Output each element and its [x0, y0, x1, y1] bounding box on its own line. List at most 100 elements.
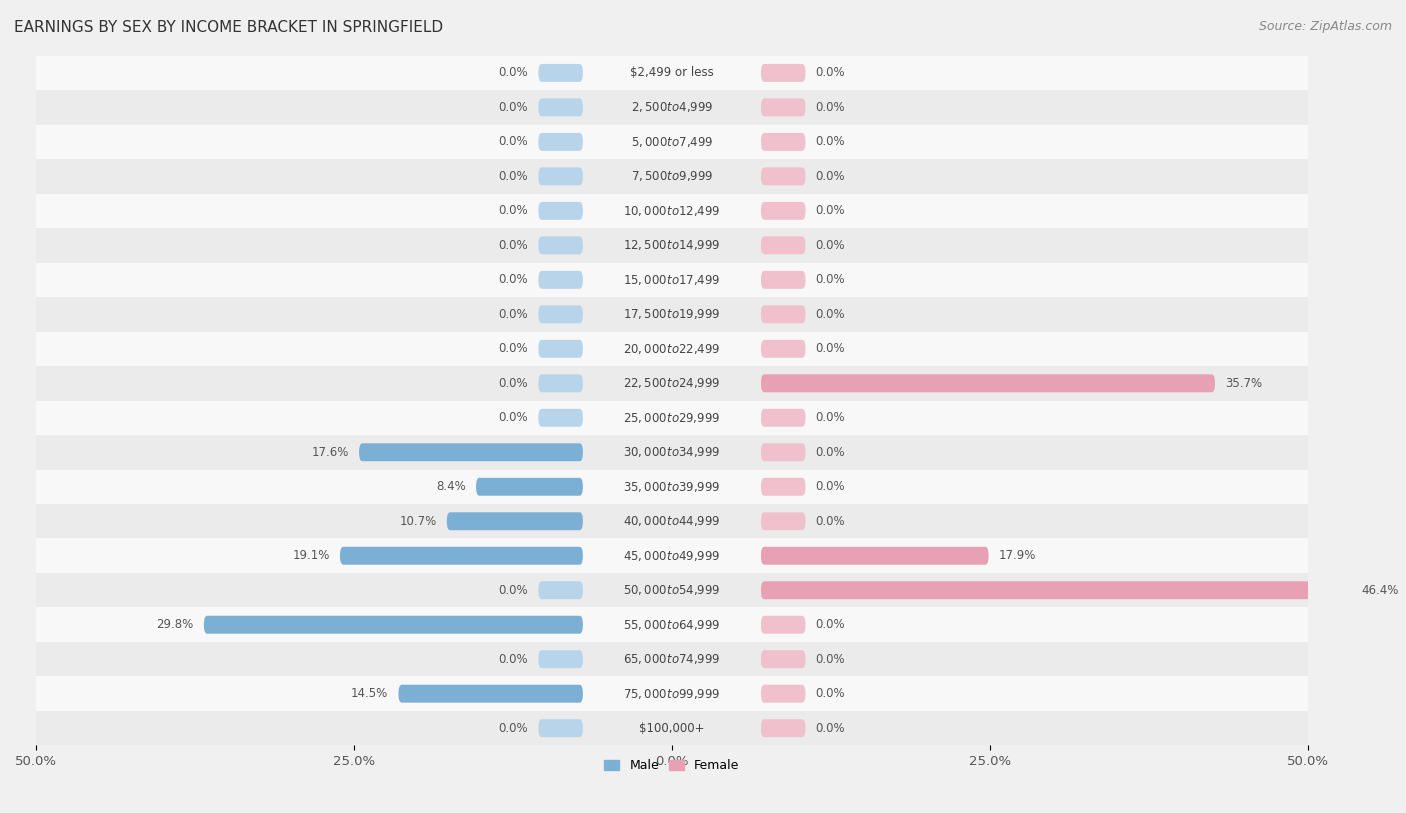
- Text: 0.0%: 0.0%: [815, 653, 845, 666]
- Bar: [37, 607, 1308, 642]
- FancyBboxPatch shape: [538, 98, 583, 116]
- Text: 0.0%: 0.0%: [815, 411, 845, 424]
- Bar: [37, 90, 1308, 124]
- FancyBboxPatch shape: [761, 650, 806, 668]
- Text: 0.0%: 0.0%: [499, 170, 529, 183]
- Text: 0.0%: 0.0%: [499, 136, 529, 148]
- Text: 0.0%: 0.0%: [815, 308, 845, 321]
- Text: $10,000 to $12,499: $10,000 to $12,499: [623, 204, 721, 218]
- FancyBboxPatch shape: [761, 98, 806, 116]
- Bar: [37, 332, 1308, 366]
- FancyBboxPatch shape: [538, 167, 583, 185]
- FancyBboxPatch shape: [761, 615, 806, 633]
- Text: 0.0%: 0.0%: [815, 67, 845, 80]
- Text: $65,000 to $74,999: $65,000 to $74,999: [623, 652, 721, 666]
- Bar: [37, 124, 1308, 159]
- Text: $45,000 to $49,999: $45,000 to $49,999: [623, 549, 721, 563]
- Bar: [37, 297, 1308, 332]
- Text: 0.0%: 0.0%: [499, 342, 529, 355]
- FancyBboxPatch shape: [538, 202, 583, 220]
- Bar: [37, 193, 1308, 228]
- FancyBboxPatch shape: [761, 306, 806, 324]
- Text: $55,000 to $64,999: $55,000 to $64,999: [623, 618, 721, 632]
- Text: 0.0%: 0.0%: [815, 239, 845, 252]
- FancyBboxPatch shape: [538, 306, 583, 324]
- Text: 17.6%: 17.6%: [312, 446, 349, 459]
- Text: 0.0%: 0.0%: [815, 342, 845, 355]
- Text: $35,000 to $39,999: $35,000 to $39,999: [623, 480, 721, 493]
- Text: 0.0%: 0.0%: [499, 308, 529, 321]
- Bar: [37, 159, 1308, 193]
- Text: 0.0%: 0.0%: [815, 101, 845, 114]
- Text: 0.0%: 0.0%: [499, 101, 529, 114]
- Text: 0.0%: 0.0%: [499, 411, 529, 424]
- FancyBboxPatch shape: [447, 512, 583, 530]
- FancyBboxPatch shape: [538, 340, 583, 358]
- Text: 0.0%: 0.0%: [815, 204, 845, 217]
- Bar: [37, 676, 1308, 711]
- FancyBboxPatch shape: [477, 478, 583, 496]
- Text: 0.0%: 0.0%: [499, 584, 529, 597]
- Text: 19.1%: 19.1%: [292, 550, 330, 563]
- Bar: [37, 711, 1308, 746]
- FancyBboxPatch shape: [761, 64, 806, 82]
- Text: $40,000 to $44,999: $40,000 to $44,999: [623, 515, 721, 528]
- FancyBboxPatch shape: [538, 374, 583, 392]
- Text: $22,500 to $24,999: $22,500 to $24,999: [623, 376, 721, 390]
- FancyBboxPatch shape: [761, 374, 1215, 392]
- FancyBboxPatch shape: [761, 202, 806, 220]
- Bar: [37, 263, 1308, 297]
- Text: $2,500 to $4,999: $2,500 to $4,999: [631, 100, 713, 115]
- Text: 0.0%: 0.0%: [499, 376, 529, 389]
- Bar: [37, 228, 1308, 263]
- Text: $7,500 to $9,999: $7,500 to $9,999: [631, 169, 713, 184]
- Text: $15,000 to $17,499: $15,000 to $17,499: [623, 273, 721, 287]
- Text: 35.7%: 35.7%: [1225, 376, 1263, 389]
- FancyBboxPatch shape: [538, 133, 583, 151]
- Text: 0.0%: 0.0%: [815, 170, 845, 183]
- FancyBboxPatch shape: [761, 720, 806, 737]
- FancyBboxPatch shape: [538, 650, 583, 668]
- FancyBboxPatch shape: [398, 685, 583, 702]
- Text: 0.0%: 0.0%: [815, 480, 845, 493]
- Text: 0.0%: 0.0%: [499, 239, 529, 252]
- Text: 0.0%: 0.0%: [499, 653, 529, 666]
- Text: 0.0%: 0.0%: [499, 204, 529, 217]
- Text: $5,000 to $7,499: $5,000 to $7,499: [631, 135, 713, 149]
- Bar: [37, 642, 1308, 676]
- FancyBboxPatch shape: [761, 271, 806, 289]
- Text: 46.4%: 46.4%: [1361, 584, 1399, 597]
- FancyBboxPatch shape: [359, 443, 583, 461]
- Text: $25,000 to $29,999: $25,000 to $29,999: [623, 411, 720, 424]
- FancyBboxPatch shape: [761, 478, 806, 496]
- Text: $17,500 to $19,999: $17,500 to $19,999: [623, 307, 721, 321]
- Text: 29.8%: 29.8%: [156, 618, 194, 631]
- Text: $30,000 to $34,999: $30,000 to $34,999: [623, 446, 721, 459]
- Text: 0.0%: 0.0%: [815, 618, 845, 631]
- Text: 0.0%: 0.0%: [815, 687, 845, 700]
- Text: 0.0%: 0.0%: [815, 273, 845, 286]
- Bar: [37, 504, 1308, 538]
- Text: $100,000+: $100,000+: [640, 722, 704, 735]
- FancyBboxPatch shape: [761, 512, 806, 530]
- FancyBboxPatch shape: [538, 237, 583, 254]
- FancyBboxPatch shape: [761, 581, 1351, 599]
- Text: 0.0%: 0.0%: [499, 67, 529, 80]
- FancyBboxPatch shape: [761, 237, 806, 254]
- FancyBboxPatch shape: [761, 547, 988, 565]
- Text: 14.5%: 14.5%: [352, 687, 388, 700]
- FancyBboxPatch shape: [761, 340, 806, 358]
- Text: 0.0%: 0.0%: [815, 515, 845, 528]
- Text: 17.9%: 17.9%: [998, 550, 1036, 563]
- FancyBboxPatch shape: [204, 615, 583, 633]
- FancyBboxPatch shape: [538, 64, 583, 82]
- Text: EARNINGS BY SEX BY INCOME BRACKET IN SPRINGFIELD: EARNINGS BY SEX BY INCOME BRACKET IN SPR…: [14, 20, 443, 35]
- Text: 0.0%: 0.0%: [815, 136, 845, 148]
- Text: $75,000 to $99,999: $75,000 to $99,999: [623, 687, 721, 701]
- Text: $50,000 to $54,999: $50,000 to $54,999: [623, 583, 721, 598]
- Bar: [37, 538, 1308, 573]
- Text: 0.0%: 0.0%: [815, 446, 845, 459]
- FancyBboxPatch shape: [538, 581, 583, 599]
- Bar: [37, 470, 1308, 504]
- FancyBboxPatch shape: [538, 409, 583, 427]
